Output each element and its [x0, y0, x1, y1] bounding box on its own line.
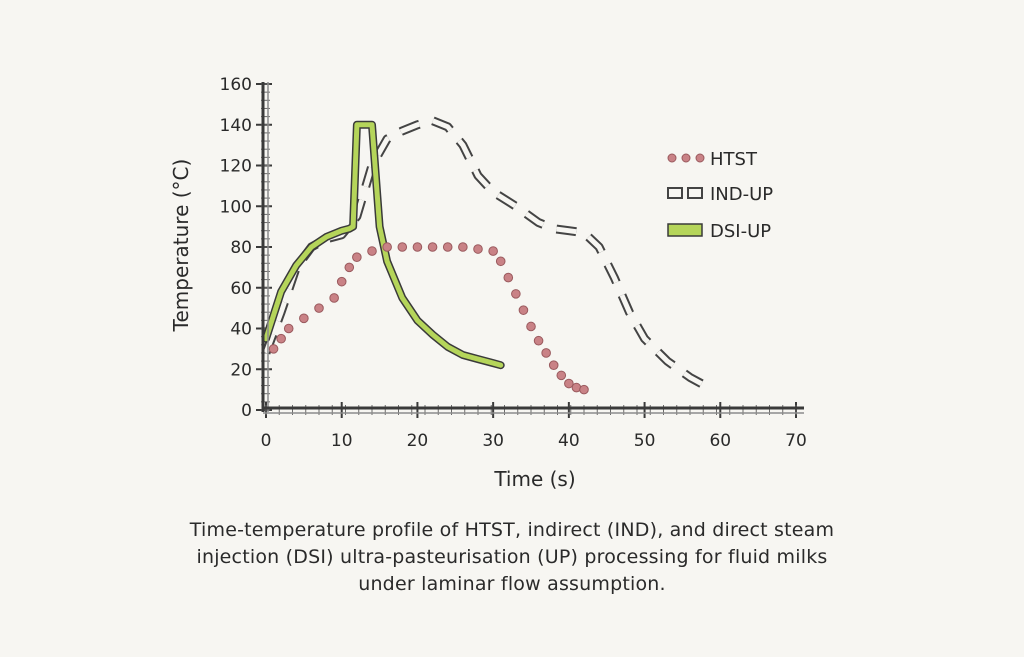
- htst-point: [579, 384, 589, 395]
- x-tick-label: 70: [785, 431, 807, 451]
- ind-up-series-line: [263, 118, 714, 392]
- htst-point: [299, 313, 309, 324]
- htst-point: [556, 370, 567, 381]
- ind-up-series-outline: [261, 116, 715, 394]
- y-tick-label: 0: [241, 401, 252, 421]
- htst-point: [427, 242, 438, 252]
- y-tick-label: 100: [220, 197, 252, 217]
- y-tick-label: 40: [230, 320, 252, 340]
- htst-point: [473, 244, 483, 254]
- htst-point: [503, 272, 514, 283]
- htst-point: [526, 321, 536, 332]
- htst-point: [495, 256, 506, 267]
- y-tick-label: 60: [230, 279, 252, 299]
- htst-point: [283, 323, 294, 334]
- htst-point: [268, 344, 279, 354]
- htst-point: [548, 360, 559, 370]
- legend-label: HTST: [710, 149, 758, 170]
- y-tick-label: 20: [230, 360, 252, 380]
- x-tick-label: 40: [558, 431, 580, 451]
- htst-point: [533, 335, 544, 346]
- htst-point: [511, 289, 521, 299]
- x-tick-label: 60: [709, 431, 731, 451]
- htst-point: [352, 252, 362, 262]
- legend-htst-swatch: [695, 153, 705, 163]
- figure-caption: Time-temperature profile of HTST, indire…: [80, 517, 944, 598]
- htst-point: [336, 276, 347, 287]
- htst-point: [329, 293, 339, 303]
- dsi-up-series-line: [263, 122, 504, 368]
- htst-point: [344, 262, 355, 273]
- htst-point: [412, 242, 423, 252]
- htst-point: [442, 242, 453, 252]
- htst-point: [382, 242, 392, 252]
- htst-point: [367, 246, 377, 256]
- tick-labels: 0 20 40 60 80 100 120 140 160 0 10 20 30 40 50 60 70: [220, 75, 807, 451]
- x-tick-label: 0: [261, 431, 272, 451]
- caption-line: Time-temperature profile of HTST, indire…: [189, 519, 835, 541]
- y-tick-label: 80: [230, 238, 252, 258]
- y-tick-label: 160: [220, 75, 252, 95]
- y-axis-title: Temperature (°C): [169, 159, 193, 333]
- legend-htst-swatch: [681, 153, 691, 163]
- x-tick-label: 20: [407, 431, 429, 451]
- legend-ind-up-swatch: [687, 187, 703, 199]
- y-tick-label: 140: [220, 116, 252, 136]
- legend-label: DSI-UP: [710, 221, 771, 242]
- x-axis-title: Time (s): [493, 467, 575, 491]
- htst-point: [488, 246, 498, 256]
- tick-marks: [256, 83, 797, 418]
- x-tick-label: 10: [331, 431, 353, 451]
- legend-ind-up-swatch: [667, 187, 683, 199]
- caption-line: injection (DSI) ultra-pasteurisation (UP…: [196, 546, 828, 568]
- x-tick-label: 50: [634, 431, 656, 451]
- htst-point: [541, 348, 551, 358]
- series-layer: [261, 116, 715, 395]
- chart-canvas: 0 20 40 60 80 100 120 140 160 0 10 20 30 40 50 60 70 Tim…: [169, 75, 807, 491]
- htst-point: [518, 305, 529, 315]
- y-tick-label: 120: [220, 157, 252, 177]
- htst-point: [276, 333, 286, 344]
- htst-point: [458, 242, 468, 252]
- htst-point: [314, 303, 324, 313]
- legend-label: IND-UP: [710, 184, 773, 205]
- htst-point: [564, 378, 574, 389]
- legend-dsi-up-swatch: [667, 223, 703, 237]
- htst-point: [397, 242, 408, 252]
- legend: HTST IND-UP DSI-UP: [667, 149, 773, 242]
- caption-line: under laminar flow assumption.: [358, 573, 666, 595]
- x-tick-label: 30: [482, 431, 504, 451]
- legend-htst-swatch: [667, 153, 677, 163]
- axes: [261, 82, 804, 414]
